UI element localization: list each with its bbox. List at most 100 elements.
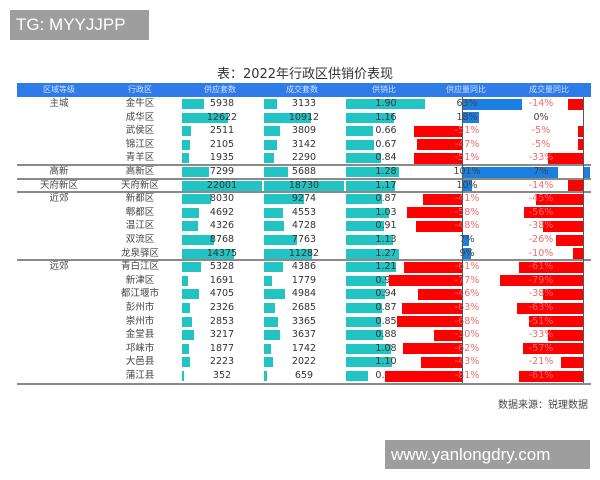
ratio-value: 0.87 [375,193,397,205]
deals-value: 2685 [291,302,317,313]
ratio-bar [346,194,383,205]
deals-value: 5688 [291,166,317,177]
district-name: 新津区 [125,274,155,286]
district-name: 崇州市 [125,315,155,327]
supply-yoy-bar [462,234,469,246]
deals-yoy-bar [500,275,583,287]
deals-yoy-value: -5% [531,125,551,137]
district-name: 高新区 [125,166,155,177]
group-separator [17,177,591,180]
deals-bar [264,180,344,191]
ratio-bar [346,316,382,327]
supply-yoy-value: -51% [454,152,480,164]
supply-value: 2326 [209,302,235,313]
header-level: 区域等级 [43,85,75,94]
district-name: 天府新区 [120,179,159,191]
table-row: 远郊 青白江区 5328 4386 1.21 -61% -61% [17,260,591,274]
watermark-top: TG: MYYJJPP [10,10,149,40]
ratio-value: 1.90 [375,98,397,109]
deals-value: 3133 [291,98,317,109]
district-name: 温江区 [125,220,155,232]
district-name: 彭州市 [125,302,155,313]
table-row: 成华区 12622 10912 1.16 18% 0% [17,111,591,125]
table-row: 都江堰市 4705 4984 0.94 -46% -38% [17,287,591,301]
table-row: 郫都区 4692 4553 1.03 -58% -56% [17,206,591,220]
deals-yoy-value: -38% [528,220,554,232]
supply-yoy-value: -46% [454,288,480,300]
supply-yoy-value: 63% [456,98,478,109]
deals-value: 4728 [291,220,317,232]
header-supply-yoy: 供应量同比 [446,85,486,94]
district-name: 成华区 [125,111,155,123]
supply-bar [182,207,200,218]
deals-value: 18730 [288,179,320,191]
supply-yoy-value: -48% [454,220,480,232]
deals-bar [264,126,281,137]
ratio-value: 0.88 [375,329,397,341]
chart-title: 表：2022年行政区供销价表现 [216,67,394,82]
supply-yoy-bar [462,98,522,110]
supply-yoy-bar [433,329,462,341]
deals-bar [264,248,313,259]
supply-value: 2511 [209,125,235,137]
supply-value: 7299 [209,166,235,177]
region-level [17,301,101,315]
data-source: 数据来源：锐理数据 [498,400,588,411]
supply-value: 3217 [209,329,235,341]
ratio-bar [346,207,389,218]
district-name: 双流区 [125,234,155,245]
deals-yoy-value: -5% [531,138,551,150]
district-name: 武侯区 [125,125,155,137]
supply-bar [182,357,191,368]
deals-yoy-bar [548,329,583,341]
ratio-bar [346,262,397,273]
ratio-value: 1.27 [375,247,397,259]
deals-yoy-value: -61% [528,370,554,381]
supply-value: 1877 [209,342,235,354]
ratio-bar [346,289,386,300]
deals-value: 4553 [291,206,317,218]
district-name: 青白江区 [120,261,159,273]
supply-bar [182,153,190,164]
deals-bar [264,221,285,232]
supply-yoy-value: -68% [454,315,480,327]
district-name: 大邑县 [125,356,155,368]
supply-value: 12622 [206,111,238,123]
deals-bar [264,139,278,150]
deals-yoy-bar [518,370,583,382]
table-row: 崇州市 2853 3365 0.85 -68% -51% [17,315,591,329]
deals-yoy-value: -79% [528,274,554,286]
supply-bar [182,126,192,137]
table-row: 青羊区 1935 2290 0.84 -51% -33% [17,151,591,165]
deals-yoy-value: -26% [528,234,554,245]
deals-value: 2290 [291,152,317,164]
deals-value: 659 [294,370,314,381]
table-row: 温江区 4326 4728 0.91 -48% -38% [17,219,591,233]
supply-bar [182,99,204,109]
group-separator [17,259,591,262]
deals-bar [264,235,298,245]
supply-value: 5938 [209,98,235,109]
deals-yoy-value: -57% [528,342,554,354]
supply-yoy-value: -62% [454,342,480,354]
deals-yoy-value: -45% [528,193,554,205]
region-level [17,274,101,288]
header-deals: 成交套数 [286,85,318,94]
deals-value: 1742 [291,342,317,354]
deals-value: 4386 [291,261,317,273]
header-ratio: 供销比 [372,85,396,94]
deals-yoy-value: -10% [528,247,554,259]
table-row: 高新 高新区 7299 5688 1.28 101% 7% [17,165,591,179]
supply-yoy-value: -30% [454,329,480,341]
deals-yoy-bar [572,248,583,260]
region-level [17,369,101,383]
district-name: 龙泉驿区 [120,247,159,259]
supply-value: 4326 [209,220,235,232]
deals-bar [264,275,272,286]
deals-bar [264,99,278,109]
region-level: 主城 [49,98,69,109]
supply-bar [182,112,228,123]
supply-bar [182,303,191,313]
supply-yoy-value: 101% [453,166,481,177]
ratio-value: 1.13 [375,234,397,245]
